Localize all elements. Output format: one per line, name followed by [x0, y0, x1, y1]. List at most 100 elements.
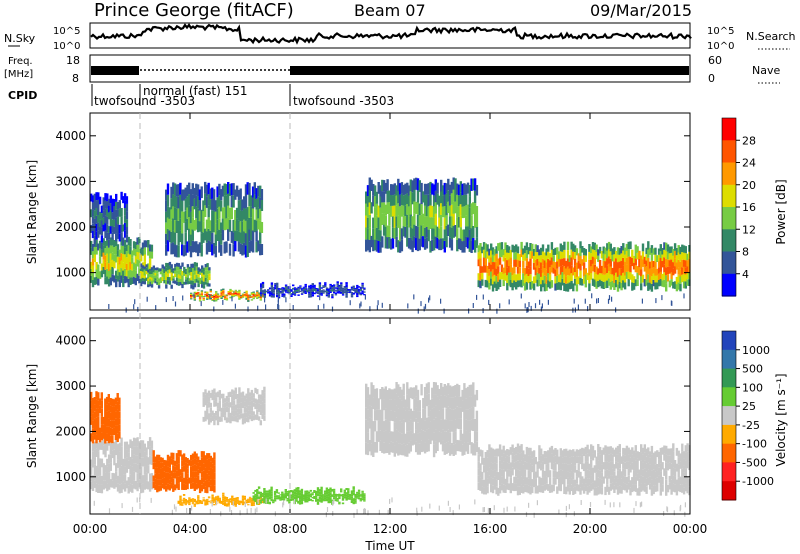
echo-cell [340, 289, 343, 292]
echo-cell [261, 292, 265, 295]
echo-cell [200, 293, 204, 295]
echo-cell [259, 491, 262, 494]
echo-cell [566, 484, 570, 492]
echo-cell [279, 290, 282, 292]
echo-cell [391, 216, 395, 228]
echo-cell [309, 499, 312, 501]
echo-cell [182, 189, 186, 201]
echo-cell [627, 271, 630, 279]
echo-cell [181, 211, 184, 223]
echo-cell [643, 444, 646, 453]
echo-cell [95, 215, 98, 224]
echo-cell [629, 256, 632, 265]
echo-cell [300, 290, 304, 292]
velocity-echo-region-7 [365, 382, 479, 458]
echo-cell [181, 279, 184, 284]
echo-cell [672, 475, 675, 484]
echo-cell [431, 419, 434, 430]
echo-cell [267, 291, 270, 293]
echo-cell [270, 282, 274, 285]
echo-cell [518, 254, 521, 261]
echo-cell [666, 251, 670, 260]
echo-cell [347, 497, 350, 500]
echo-cell [235, 207, 239, 219]
echo-cell [481, 246, 484, 254]
echo-cell [565, 260, 568, 269]
echo-cell [272, 292, 275, 295]
y-tick-label: 1000 [55, 470, 86, 484]
echo-cell [163, 279, 166, 284]
echo-cell [611, 482, 614, 490]
echo-cell [554, 262, 557, 270]
echo-cell [263, 403, 266, 410]
echo-cell [251, 241, 255, 253]
echo-cell [652, 267, 655, 274]
echo-cell [111, 259, 114, 267]
echo-cell [643, 256, 646, 265]
echo-cell [452, 213, 455, 226]
echo-cell [316, 291, 320, 293]
echo-cell [204, 502, 207, 504]
echo-cell [204, 264, 207, 268]
echo-cell [302, 287, 306, 289]
echo-cell [309, 293, 313, 296]
echo-cell [197, 270, 200, 274]
echo-cell [404, 433, 407, 446]
echo-cell [97, 416, 100, 425]
echo-cell [197, 495, 200, 497]
echo-cell [202, 402, 205, 407]
echo-cell [470, 215, 473, 229]
echo-cell [448, 237, 452, 248]
echo-cell [431, 398, 434, 409]
echo-cell [104, 240, 107, 249]
echo-cell [423, 420, 427, 432]
echo-cell [197, 475, 200, 483]
echo-cell [93, 227, 96, 236]
echo-cell [475, 185, 479, 196]
echo-cell [143, 266, 146, 270]
echo-cell [490, 454, 493, 463]
echo-cell [466, 398, 470, 410]
echo-cell [441, 185, 445, 196]
echo-cell [541, 469, 545, 478]
echo-cell [634, 279, 637, 287]
echo-speck [278, 304, 280, 310]
echo-cell [598, 486, 602, 494]
echo-cell [207, 297, 211, 299]
echo-cell [329, 490, 332, 493]
echo-cell [202, 299, 205, 301]
echo-cell [659, 244, 662, 252]
echo-cell [179, 502, 182, 504]
echo-cell [211, 389, 214, 395]
echo-cell [391, 442, 395, 453]
echo-cell [393, 205, 396, 217]
echo-cell [566, 464, 570, 472]
echo-cell [202, 278, 206, 282]
echo-cell [495, 448, 498, 457]
echo-cell [572, 267, 575, 276]
echo-cell [231, 415, 234, 422]
echo-cell [172, 194, 175, 207]
echo-cell [518, 260, 521, 268]
echo-cell [677, 260, 680, 268]
echo-cell [111, 398, 114, 407]
echo-cell [423, 238, 427, 250]
echo-cell [365, 239, 368, 252]
echo-cell [504, 457, 507, 465]
echo-cell [308, 291, 311, 294]
echo-cell [248, 396, 252, 402]
echo-cell [190, 483, 193, 489]
echo-cell [472, 382, 475, 395]
echo-cell [447, 394, 450, 407]
echo-cell [109, 427, 112, 436]
echo-cell [609, 468, 612, 476]
echo-cell [190, 284, 193, 289]
echo-cell [277, 295, 281, 297]
echo-cell [147, 481, 150, 490]
echo-cell [427, 229, 430, 242]
echo-cell [256, 496, 259, 500]
echo-cell [193, 498, 196, 501]
echo-cell [198, 294, 202, 297]
echo-cell [241, 495, 245, 498]
echo-cell [211, 294, 214, 296]
